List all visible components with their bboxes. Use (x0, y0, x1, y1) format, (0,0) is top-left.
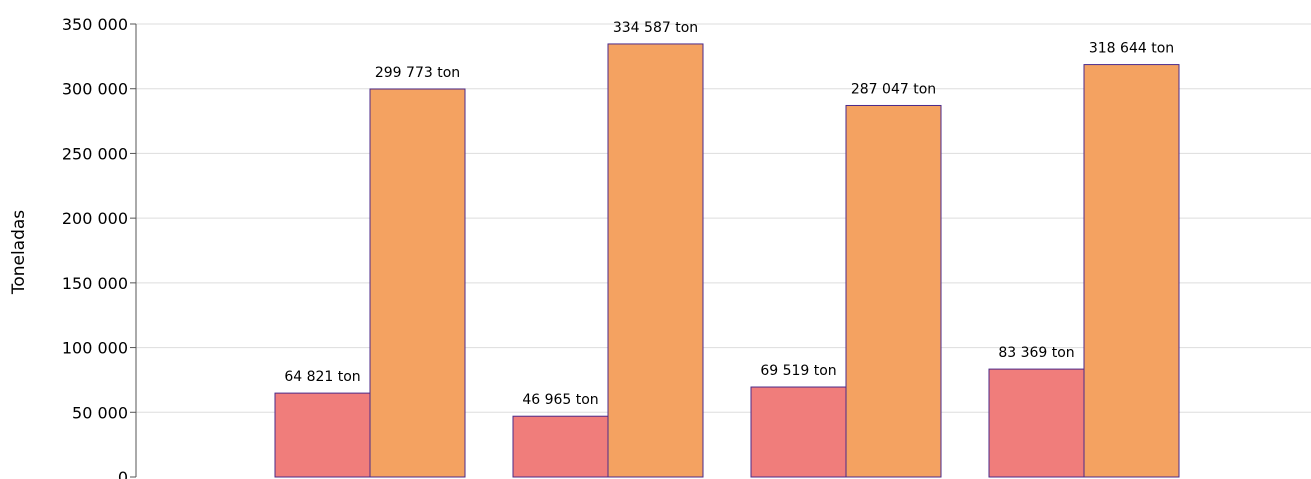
y-tick-label: 50 000 (72, 403, 128, 422)
bar-data-label: 69 519 ton (760, 363, 836, 379)
bar-data-label: 318 644 ton (1089, 41, 1174, 57)
bar (369, 88, 466, 478)
bar-data-label: 83 369 ton (998, 345, 1074, 361)
bar-data-label: 287 047 ton (851, 81, 936, 97)
y-axis-tick-labels: 0 50 000 100 000 150 000 200 000 250 000 300 0… (62, 15, 128, 479)
y-tick-label: 150 000 (62, 274, 128, 293)
bar (1083, 64, 1180, 478)
bar (607, 43, 704, 478)
bars (274, 43, 1180, 478)
y-tick-label: 300 000 (62, 80, 128, 99)
y-tick-label: 100 000 (62, 339, 128, 358)
y-tick-label: 250 000 (62, 144, 128, 163)
y-tick-label: 350 000 (62, 15, 128, 34)
y-tick-label: 200 000 (62, 209, 128, 228)
y-tick-label: 0 (118, 468, 128, 479)
y-axis-title: Toneladas (9, 210, 29, 295)
bar (512, 415, 609, 478)
bar (274, 392, 371, 478)
bar-data-labels: 64 821 ton 46 965 ton 69 519 ton 83 369 ton… (284, 20, 1174, 408)
bar (988, 368, 1085, 478)
bar-data-label: 46 965 ton (522, 392, 598, 408)
bar (845, 104, 942, 478)
bar-data-label: 64 821 ton (284, 369, 360, 385)
bar-data-label: 334 587 ton (613, 20, 698, 36)
bar (750, 386, 847, 478)
bar-data-label: 299 773 ton (375, 65, 460, 81)
